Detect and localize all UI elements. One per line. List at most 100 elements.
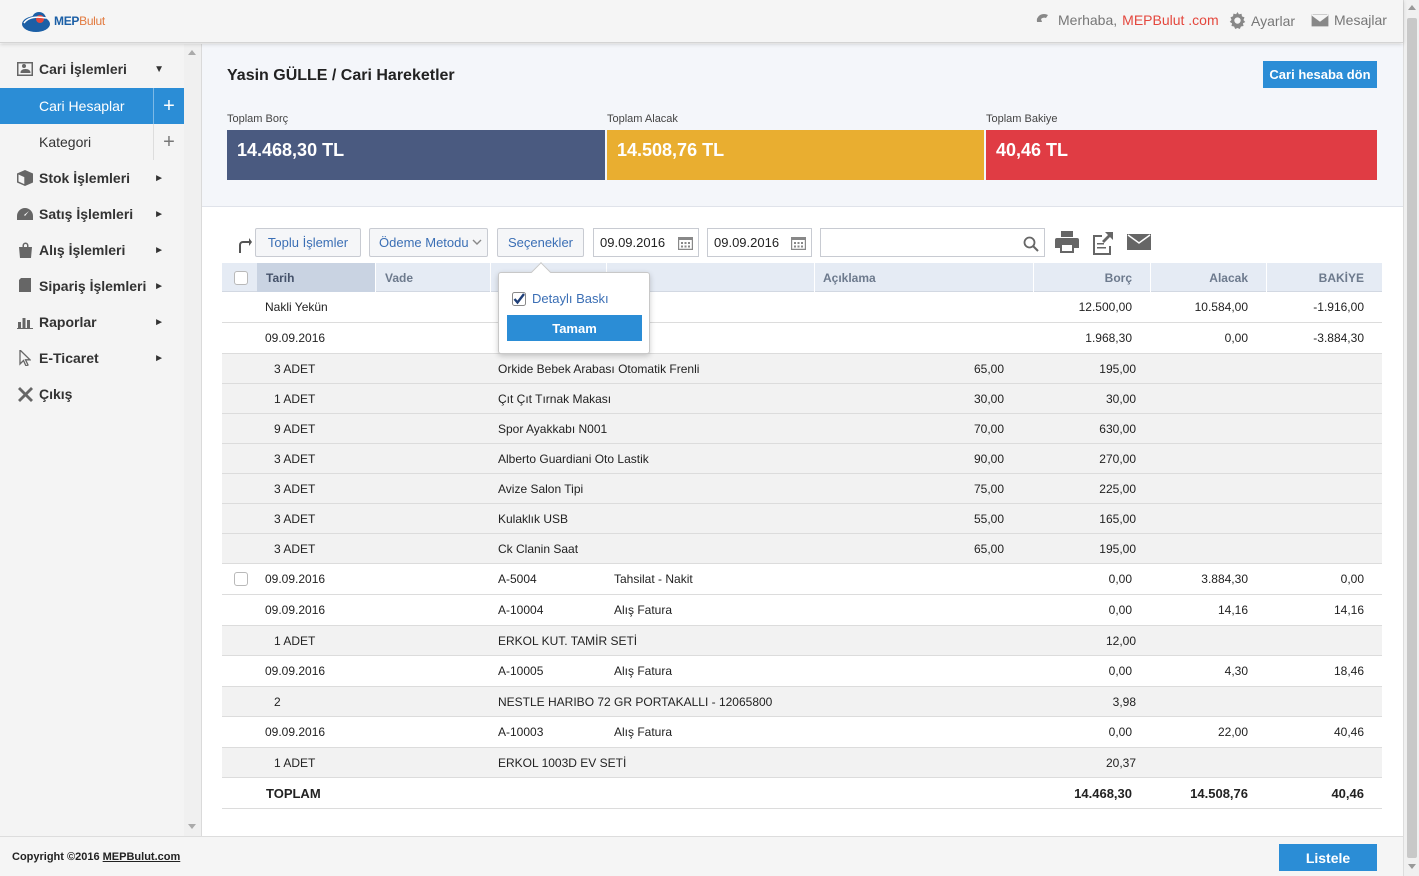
row-checkbox[interactable] (234, 572, 248, 586)
cell-product: Kulaklık USB (498, 511, 569, 526)
sidebar-item-e-ticaret[interactable]: E-Ticaret ► (0, 340, 184, 376)
chevron-down-icon (472, 239, 482, 245)
select-all-checkbox[interactable] (234, 271, 248, 285)
cell-borc: 0,00 (1108, 572, 1132, 586)
scroll-down-arrow[interactable] (1408, 864, 1416, 869)
cell-qty: 9 ADET (274, 421, 316, 436)
plus-icon[interactable]: + (153, 88, 184, 124)
cell-qty: 1 ADET (274, 755, 316, 770)
bulk-actions-button[interactable]: Toplu İşlemler (255, 228, 361, 257)
cell-line-total: 630,00 (1099, 421, 1136, 436)
scroll-up-arrow[interactable] (188, 50, 196, 55)
cell-borc: 12.500,00 (1078, 300, 1132, 314)
sidebar-item-label: Sipariş İşlemleri (39, 278, 147, 294)
table-row[interactable]: 09.09.2016 A-10005 Alış Fatura 0,00 4,30… (222, 656, 1382, 687)
caret-right-icon: ► (154, 172, 164, 184)
cell-product: NESTLE HARIBO 72 GR PORTAKALLI - 1206580… (498, 694, 773, 709)
column-header-tarih[interactable]: Tarih (257, 263, 375, 292)
top-bar: MEPBulut Merhaba, MEPBulut .com Ayarlar … (0, 0, 1403, 43)
export-icon[interactable] (1092, 231, 1114, 258)
cell-qty: 1 ADET (274, 391, 316, 406)
settings-link[interactable]: Ayarlar (1229, 12, 1295, 29)
search-input[interactable] (820, 228, 1045, 257)
sidebar-item-cari-islemleri[interactable]: Cari İşlemleri ▼ (0, 51, 184, 87)
column-header-aciklama[interactable]: Açıklama (823, 270, 876, 285)
user-greeting[interactable]: Merhaba, MEPBulut .com (1035, 12, 1219, 28)
table-row[interactable]: 09.09.2016 A-10004 Alış Fatura 0,00 14,1… (222, 595, 1382, 626)
calendar-icon[interactable] (791, 236, 806, 250)
column-header-vade[interactable]: Vade (385, 270, 414, 285)
toolbar: Toplu İşlemler Ödeme Metodu Seçenekler 0… (222, 228, 1382, 258)
logo[interactable]: MEPBulut (20, 9, 105, 33)
sidebar-item-stok-islemleri[interactable]: Stok İşlemleri ► (0, 160, 184, 196)
total-debt-label: Toplam Borç (227, 113, 289, 125)
back-to-account-button[interactable]: Cari hesaba dön (1263, 61, 1377, 88)
caret-right-icon: ► (154, 352, 164, 364)
calendar-icon[interactable] (678, 236, 693, 250)
site-link[interactable]: MEPBulut.com (102, 851, 181, 863)
id-card-icon (16, 62, 34, 76)
total-borc: 14.468,30 (1074, 785, 1132, 801)
column-header-alacak[interactable]: Alacak (1209, 270, 1248, 285)
print-icon[interactable] (1055, 231, 1079, 256)
sidebar-item-kategori[interactable]: Kategori + (0, 124, 184, 160)
cell-borc: 0,00 (1108, 603, 1132, 617)
detailed-print-option[interactable]: Detaylı Baskı (512, 291, 609, 306)
cell-tarih: 09.09.2016 (265, 572, 326, 586)
table-row-detail: 3 ADET Avize Salon Tipi 75,00 225,00 (222, 474, 1382, 504)
messages-label: Mesajlar (1334, 12, 1387, 28)
table-row[interactable]: 09.09.2016 A-10003 Alış Fatura 0,00 22,0… (222, 717, 1382, 748)
gauge-icon (16, 207, 34, 221)
sidebar-item-siparis-islemleri[interactable]: Sipariş İşlemleri ► (0, 268, 184, 304)
caret-right-icon: ► (154, 244, 164, 256)
cell-alacak: 3.884,30 (1201, 572, 1248, 586)
table-row-detail: 1 ADET ERKOL KUT. TAMİR SETİ 12,00 (222, 626, 1382, 656)
copyright: Copyright ©2016 MEPBulut.com (12, 851, 180, 863)
total-alacak: 14.508,76 (1190, 785, 1248, 801)
payment-method-select[interactable]: Ödeme Metodu (369, 228, 488, 257)
plus-icon[interactable]: + (153, 124, 184, 160)
scroll-thumb[interactable] (1407, 18, 1417, 858)
cell-product: Orkide Bebek Arabası Otomatik Frenli (498, 361, 700, 376)
sidebar-item-label: E-Ticaret (39, 350, 99, 366)
date-to-value: 09.09.2016 (714, 235, 780, 250)
page-scrollbar[interactable] (1403, 0, 1419, 876)
settings-label: Ayarlar (1251, 12, 1296, 29)
sidebar-item-alis-islemleri[interactable]: Alış İşlemleri ► (0, 232, 184, 268)
cell-qty: 2 (274, 694, 281, 709)
list-button[interactable]: Listele (1279, 844, 1377, 871)
table-row[interactable]: 09.09.2016 atura 1.968,30 0,00 -3.884,30 (222, 323, 1382, 354)
sidebar-item-raporlar[interactable]: Raporlar ► (0, 304, 184, 340)
cell-alacak: 10.584,00 (1194, 300, 1248, 314)
column-header-bakiye[interactable]: BAKİYE (1318, 270, 1364, 285)
checkbox-checked-icon[interactable] (512, 291, 526, 306)
scroll-up-arrow[interactable] (1408, 5, 1416, 10)
cursor-icon (16, 350, 34, 366)
table-row-detail: 1 ADET ERKOL 1003D EV SETİ 20,37 (222, 748, 1382, 778)
cell-qty: 3 ADET (274, 361, 316, 376)
total-credit-label: Toplam Alacak (607, 113, 678, 125)
date-to-input[interactable]: 09.09.2016 (707, 228, 812, 257)
table-row[interactable]: Nakli Yekün 12.500,00 10.584,00 -1.916,0… (222, 292, 1382, 323)
search-icon[interactable] (1023, 236, 1039, 252)
table-row[interactable]: 09.09.2016 A-5004 Tahsilat - Nakit 0,00 … (222, 564, 1382, 595)
cell-price: 70,00 (973, 421, 1004, 436)
envelope-icon (1311, 13, 1329, 27)
cell-tarih: 09.09.2016 (265, 664, 326, 678)
caret-down-icon: ▼ (154, 63, 164, 75)
sidebar-item-cari-hesaplar[interactable]: Cari Hesaplar + (0, 88, 184, 124)
sidebar-scrollbar[interactable] (184, 44, 201, 836)
payment-method-label: Ödeme Metodu (379, 235, 469, 250)
sidebar-item-satis-islemleri[interactable]: Satış İşlemleri ► (0, 196, 184, 232)
email-icon[interactable] (1127, 234, 1151, 253)
messages-link[interactable]: Mesajlar (1311, 12, 1387, 28)
total-debt-value: 14.468,30 TL (227, 130, 605, 180)
sidebar-item-cikis[interactable]: Çıkış (0, 376, 184, 412)
scroll-down-arrow[interactable] (188, 824, 196, 829)
ok-button[interactable]: Tamam (507, 315, 642, 341)
date-from-input[interactable]: 09.09.2016 (593, 228, 699, 257)
options-button[interactable]: Seçenekler (497, 228, 584, 257)
cell-bakiye: 40,46 (1333, 725, 1364, 739)
sidebar: Cari İşlemleri ▼ Cari Hesaplar + Kategor… (0, 44, 202, 836)
column-header-borc[interactable]: Borç (1104, 270, 1132, 285)
